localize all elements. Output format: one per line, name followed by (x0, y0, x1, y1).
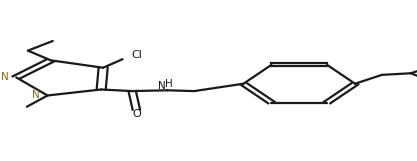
Text: N: N (33, 90, 40, 100)
Text: O: O (132, 109, 141, 119)
Text: N: N (1, 72, 9, 82)
Text: Cl: Cl (131, 50, 142, 60)
Text: N: N (158, 81, 166, 91)
Text: H: H (166, 79, 173, 89)
